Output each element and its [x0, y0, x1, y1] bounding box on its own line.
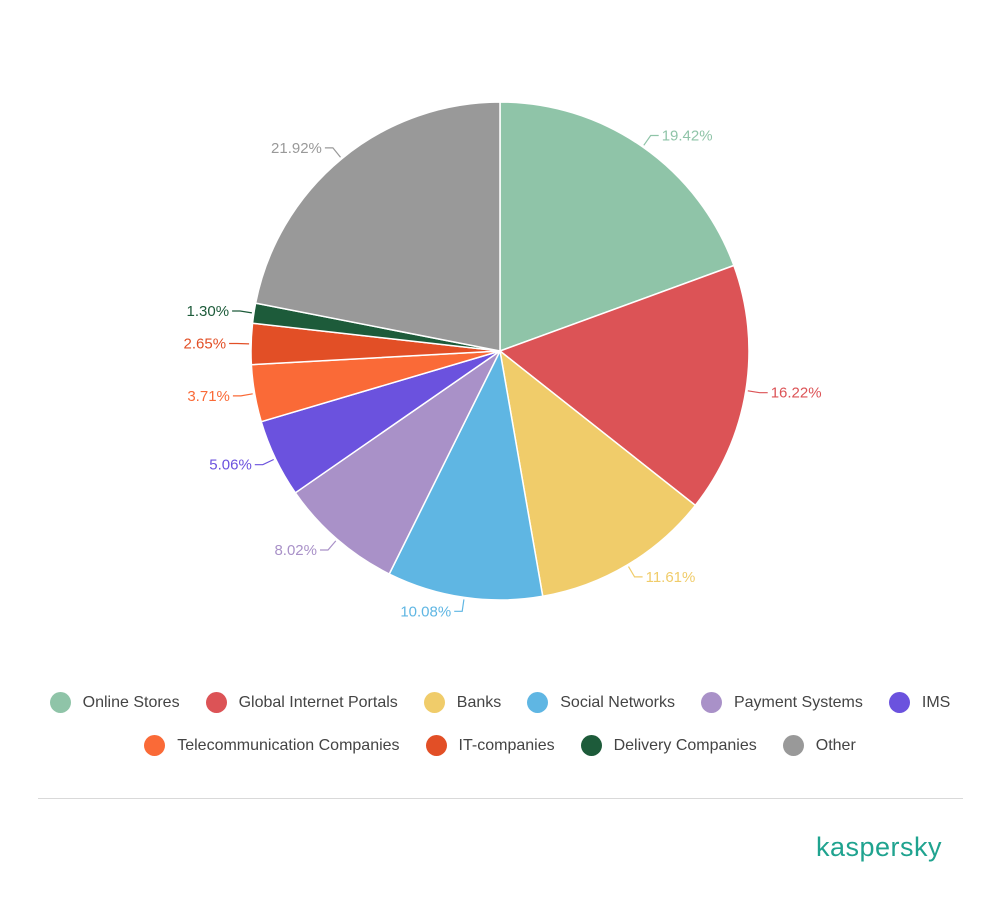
- legend-swatch: [144, 735, 166, 756]
- label-leader-line: [627, 566, 643, 578]
- kaspersky-logo: kaspersky: [815, 832, 942, 862]
- legend-item-global-internet-portals: Global Internet Portals: [205, 692, 398, 713]
- pie-slice-banks: [498, 349, 697, 598]
- data-label: 5.06%: [209, 457, 252, 474]
- legend-label: Telecommunication Companies: [177, 736, 400, 754]
- legend-swatch: [425, 735, 447, 756]
- label-leader-line: [747, 390, 768, 394]
- legend-item-payment-systems: Payment Systems: [700, 692, 863, 713]
- legend-swatch: [888, 692, 910, 713]
- data-label: 3.71%: [187, 388, 230, 405]
- legend-label: Social Networks: [560, 693, 675, 711]
- legend-label: Payment Systems: [733, 693, 863, 711]
- legend-label: IT-companies: [458, 736, 555, 754]
- data-label: 16.22%: [771, 385, 822, 402]
- legend-swatch: [49, 692, 71, 713]
- label-leader-line: [454, 599, 465, 612]
- data-label: 8.02%: [274, 542, 317, 559]
- data-label: 11.61%: [646, 569, 696, 586]
- legend-swatch: [782, 735, 804, 756]
- legend-label: Delivery Companies: [613, 736, 757, 754]
- legend-item-ims: IMS: [888, 692, 951, 713]
- divider: [38, 798, 963, 799]
- legend-swatch: [700, 692, 722, 713]
- data-label: 1.30%: [187, 303, 230, 320]
- legend-row-1: Online Stores Global Internet Portals Ba…: [0, 692, 1000, 713]
- legend-item-it-companies: IT-companies: [425, 735, 555, 756]
- legend-item-telecommunication-companies: Telecommunication Companies: [144, 735, 400, 756]
- legend-item-delivery-companies: Delivery Companies: [580, 735, 757, 756]
- pie-slice-global-internet-portals: [498, 264, 750, 507]
- label-leader-line: [324, 147, 341, 158]
- legend-item-other: Other: [782, 735, 856, 756]
- data-label: 10.08%: [400, 603, 451, 620]
- legend-item-banks: Banks: [423, 692, 502, 713]
- label-leader-line: [254, 458, 274, 466]
- data-label: 21.92%: [271, 140, 322, 157]
- legend-label: Global Internet Portals: [238, 693, 398, 711]
- pie-slice-online-stores: [499, 101, 735, 353]
- legend-swatch: [580, 735, 602, 756]
- label-leader-line: [232, 393, 253, 397]
- legend-label: Other: [815, 736, 856, 754]
- pie-chart: 19.42% 16.22% 11.61% 10.08% 8.02% 5.06% 3.71% 2…: [184, 101, 822, 620]
- label-leader-line: [643, 134, 659, 146]
- pie-slice-social-networks: [388, 348, 544, 601]
- legend-swatch: [205, 692, 227, 713]
- label-leader-line: [232, 310, 252, 314]
- legend-row-2: Telecommunication Companies IT-companies…: [0, 735, 1000, 756]
- legend-item-social-networks: Social Networks: [527, 692, 675, 713]
- legend-item-online-stores: Online Stores: [49, 692, 180, 713]
- legend-swatch: [423, 692, 445, 713]
- pie-slice-other: [254, 101, 501, 352]
- data-label: 2.65%: [184, 336, 227, 353]
- label-leader-line: [320, 540, 337, 551]
- data-label: 19.42%: [662, 128, 713, 145]
- pie-slice-payment-systems: [294, 350, 501, 576]
- legend-label: IMS: [921, 693, 951, 711]
- legend-swatch: [527, 692, 549, 713]
- legend-label: Banks: [456, 693, 502, 711]
- legend-label: Online Stores: [82, 693, 180, 711]
